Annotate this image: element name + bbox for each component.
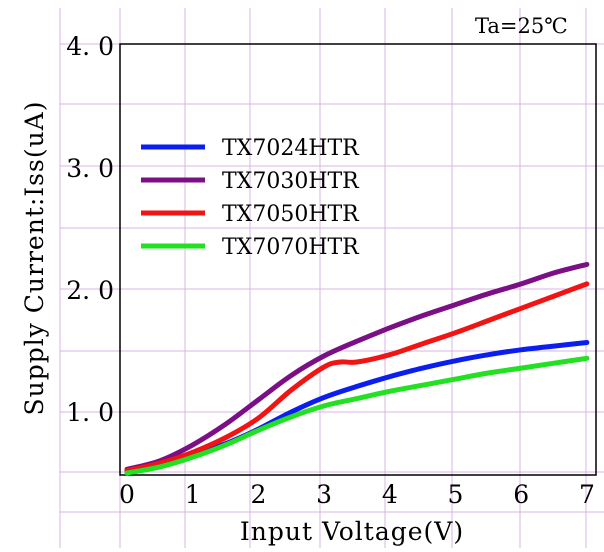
y-axis-title: Supply Current:Iss(uA) (20, 101, 49, 416)
legend: TX7024HTR TX7030HTR TX7050HTR TX7070HTR (141, 136, 360, 260)
y-tick-label: 3. 0 (66, 154, 114, 183)
x-tick-label: 2 (250, 480, 266, 509)
x-tick-label: 5 (448, 480, 464, 509)
legend-label-tx7070htr: TX7070HTR (222, 235, 360, 260)
y-tick-label: 2. 0 (66, 276, 114, 305)
x-tick-label: 3 (316, 480, 332, 509)
x-tick-label: 1 (185, 480, 201, 509)
x-tick-label: 0 (119, 480, 135, 509)
legend-label-tx7030htr: TX7030HTR (222, 169, 360, 194)
grid-lines (59, 8, 604, 548)
x-tick-label: 7 (579, 480, 595, 509)
x-tick-label: 4 (382, 480, 398, 509)
legend-label-tx7024htr: TX7024HTR (222, 136, 360, 161)
tick-labels: 0 1 2 3 4 5 6 7 1. 0 2. 0 3. 0 4. 0 (66, 32, 595, 509)
y-tick-label: 4. 0 (66, 32, 114, 61)
x-tick-label: 6 (513, 480, 529, 509)
series-line-tx7050htr (124, 281, 590, 474)
series-line-tx7030htr (124, 261, 590, 472)
temperature-annotation: Ta=25℃ (475, 14, 568, 38)
series-lines (124, 261, 590, 476)
y-tick-label: 1. 0 (66, 398, 114, 427)
legend-label-tx7050htr: TX7050HTR (222, 202, 360, 227)
x-axis-title: Input Voltage(V) (240, 517, 464, 546)
plot-frame (119, 43, 597, 476)
series-line-tx7070htr (124, 355, 590, 476)
